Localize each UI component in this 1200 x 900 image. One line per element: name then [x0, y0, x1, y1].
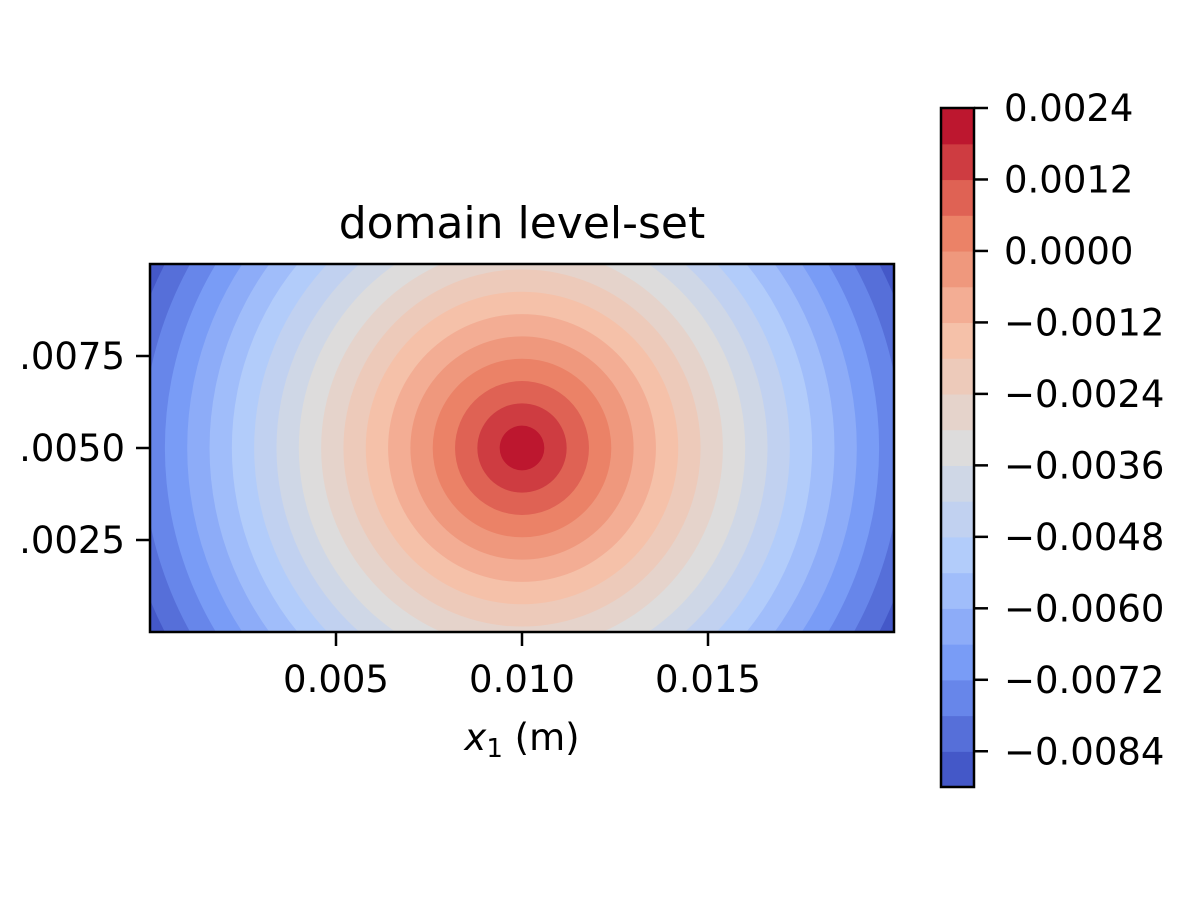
colorbar-tick-label: −0.0036: [1004, 444, 1164, 487]
colorbar-tick-label: −0.0084: [1004, 730, 1164, 773]
colorbar-band: [941, 250, 974, 288]
colorbar-band: [941, 751, 974, 788]
colorbar-band: [941, 715, 974, 752]
colorbar-tick-label: −0.0060: [1004, 587, 1164, 630]
y-tick-label: .0025: [19, 519, 125, 562]
colorbar-band: [941, 465, 974, 502]
contour-band-18: [499, 425, 545, 471]
x-tick-label: 0.015: [655, 658, 761, 701]
colorbar-band: [941, 143, 974, 181]
colorbar-band: [941, 608, 974, 645]
colorbar-band: [941, 644, 974, 681]
colorbar-band: [941, 429, 974, 466]
colorbar-tick-label: −0.0024: [1004, 373, 1164, 416]
colorbar-band: [941, 358, 974, 395]
colorbar-ticks: 0.0024 0.0012 0.0000 −0.0012 −0.0024 −0.0036 −…: [974, 87, 1164, 773]
x-axis-label-var: x: [463, 716, 487, 759]
x-axis-label-unit: (m): [503, 716, 580, 759]
colorbar-tick-label: 0.0000: [1004, 230, 1133, 273]
x-tick-label: 0.005: [283, 658, 389, 701]
colorbar-band: [941, 501, 974, 538]
colorbar-band: [941, 322, 974, 359]
colorbar-band: [941, 179, 974, 216]
colorbar-band: [941, 536, 974, 574]
contour-plot: [150, 264, 894, 632]
colorbar-tick-label: 0.0024: [1004, 87, 1133, 130]
x-axis: 0.005 0.010 0.015: [283, 632, 761, 701]
colorbar-band: [941, 393, 974, 431]
y-tick-label: .0050: [19, 427, 125, 470]
colorbar-band: [941, 108, 974, 145]
colorbar-tick-label: −0.0072: [1004, 659, 1164, 702]
colorbar-tick-label: −0.0048: [1004, 516, 1164, 559]
colorbar-tick-label: −0.0012: [1004, 301, 1164, 344]
colorbar-band: [941, 215, 974, 252]
colorbar-band: [941, 286, 974, 324]
y-tick-label: .0075: [19, 335, 125, 378]
colorbar-band: [941, 679, 974, 717]
y-axis: .0025 .0050 .0075: [19, 335, 150, 562]
colorbar: [941, 108, 974, 788]
colorbar-tick-label: 0.0012: [1004, 158, 1133, 201]
colorbar-band: [941, 572, 974, 609]
colorbar-frame: [939, 106, 976, 789]
chart-title: domain level-set: [339, 198, 706, 249]
x-tick-label: 0.010: [469, 658, 575, 701]
x-axis-label: x1 (m): [463, 716, 579, 764]
x-axis-label-sub: 1: [486, 734, 503, 764]
